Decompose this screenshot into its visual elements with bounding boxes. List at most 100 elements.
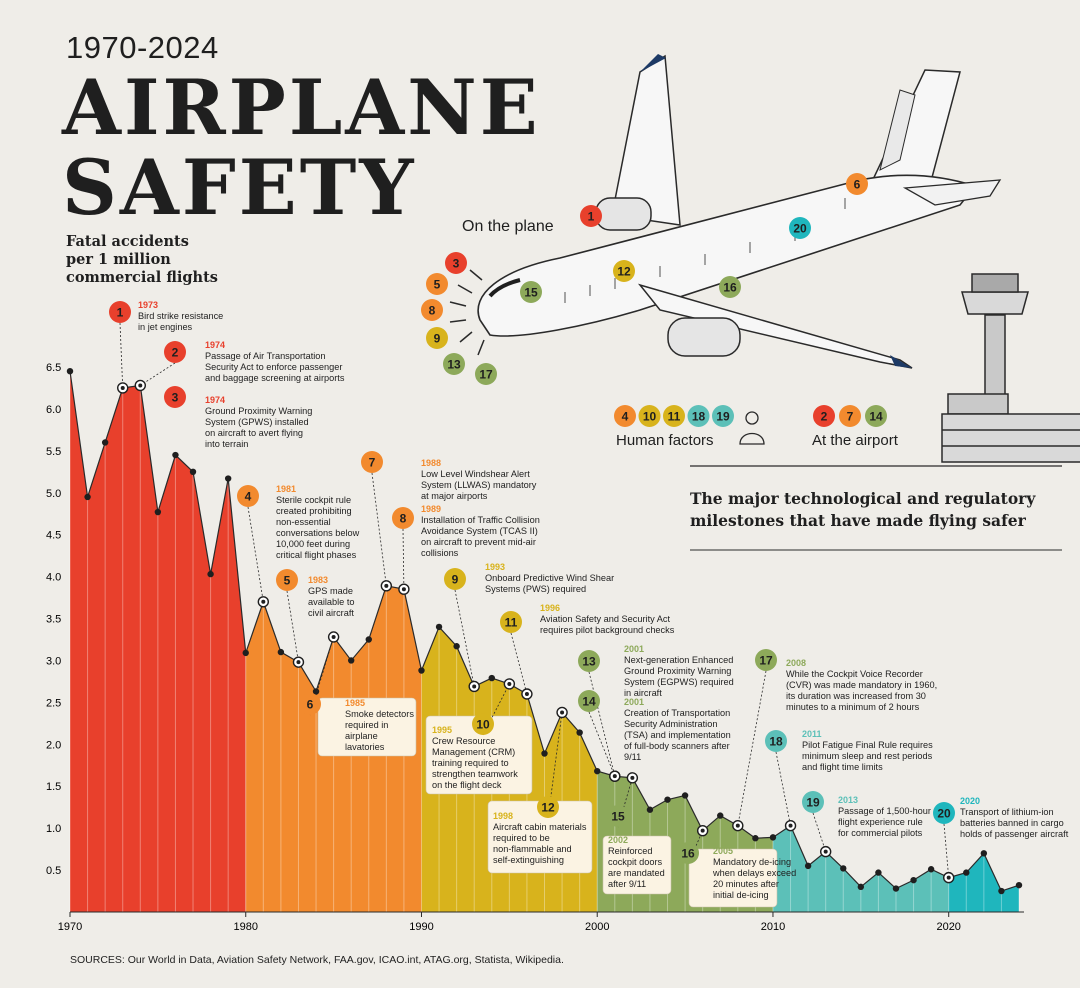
legend-badge-number: 19 (716, 410, 730, 424)
milestone-text-line: Ground Proximity Warning (205, 406, 312, 416)
milestone-point-dot (788, 823, 793, 828)
milestone-text-line: System (GPWS) installed (205, 417, 309, 427)
legend-human-factors-badge (614, 405, 636, 427)
plane-marker-17 (475, 363, 497, 385)
area-band-1970 (70, 371, 246, 912)
x-tick-label: 1980 (233, 921, 257, 933)
milestone-text-line: Crew Resource (432, 736, 495, 746)
airplane-cockpit-window (488, 278, 521, 298)
milestone-text-line: Sterile cockpit rule (276, 495, 351, 505)
milestone-text-line: Installation of Traffic Collision (421, 515, 540, 525)
plane-marker-number: 1 (588, 210, 595, 224)
milestone-badge (361, 451, 383, 473)
y-tick-label: 3.5 (46, 614, 61, 626)
plane-marker-9 (426, 327, 448, 349)
milestone-badge (164, 341, 186, 363)
y-tick-label: 2.0 (46, 739, 61, 751)
milestone-point-dot (823, 849, 828, 854)
airplane-near-wingtip (890, 355, 912, 368)
milestone-text-line: batteries banned in cargo (960, 818, 1064, 828)
milestone-text-line: flight experience rule (838, 817, 923, 827)
milestone-text-line: Bird strike resistance (138, 311, 223, 321)
milestone-text-line: Passage of 1,500-hour (838, 806, 931, 816)
milestone-text-line: GPS made (308, 586, 353, 596)
legend-badge-number: 10 (643, 410, 657, 424)
milestone-point-dot (138, 383, 143, 388)
data-point (646, 806, 654, 813)
milestone-badge (164, 386, 186, 408)
data-point (242, 649, 249, 657)
data-point (998, 887, 1005, 895)
milestone-year: 1993 (485, 562, 505, 572)
milestone-text-line: on the flight deck (432, 780, 502, 790)
milestone-number: 9 (452, 573, 459, 587)
data-point (1015, 881, 1023, 889)
milestone-text-line: Aircraft cabin materials (493, 822, 587, 832)
x-tick-label: 2020 (936, 921, 960, 933)
milestone-number: 2 (172, 346, 179, 360)
plane-marker-number: 16 (723, 281, 737, 295)
milestone-text-line: self-extinguishing (493, 855, 564, 865)
milestone-year: 2013 (838, 795, 858, 805)
title-line-2: SAFETY (62, 143, 417, 232)
y-tick-label: 0.5 (46, 865, 61, 877)
milestone-text-line: of full-body scanners after (624, 741, 730, 751)
milestone-point-dot (560, 710, 565, 715)
legend-badge-number: 2 (821, 410, 828, 424)
plane-marker-number: 9 (434, 332, 441, 346)
milestone-badge (537, 796, 559, 818)
milestone-point-dot (612, 774, 617, 779)
plane-marker-number: 6 (854, 178, 861, 192)
legend-badge-number: 4 (622, 410, 629, 424)
data-point (189, 468, 197, 476)
milestone-text-line: created prohibiting (276, 506, 352, 516)
y-tick-label: 6.5 (46, 362, 61, 374)
milestone-badge (500, 611, 522, 633)
milestone-text-line: Onboard Predictive Wind Shear (485, 573, 614, 583)
milestone-text-line: non-essential (276, 517, 331, 527)
plane-marker-number: 15 (524, 286, 538, 300)
tagline-line-2: milestones that have made flying safer (690, 511, 1026, 530)
milestone-point-dot (120, 385, 125, 390)
milestone-number: 6 (307, 698, 314, 712)
x-tick-label: 1970 (58, 921, 82, 933)
milestone-text-line: Next-generation Enhanced (624, 655, 733, 665)
airplane-far-wing (611, 54, 681, 226)
milestone-text-line: Security Administration (624, 719, 717, 729)
milestone-number: 17 (759, 654, 773, 668)
milestone-number: 10 (476, 718, 490, 732)
milestone-text-line: Passage of Air Transportation (205, 351, 326, 361)
plane-marker-5 (426, 273, 448, 295)
milestone-badge (578, 690, 600, 712)
milestone-text-line: While the Cockpit Voice Recorder (786, 669, 923, 679)
pilot-icon-body (739, 432, 765, 445)
milestone-text-line: 10,000 feet during (276, 539, 350, 549)
data-point (752, 835, 759, 842)
legend-airport-label: At the airport (812, 432, 899, 449)
airplane-illustration (449, 54, 1002, 369)
y-tick-label: 1.5 (46, 781, 61, 793)
data-point (101, 439, 109, 446)
milestone-year: 2011 (802, 729, 822, 739)
milestone-text-line: minimum sleep and rest periods (802, 751, 933, 761)
tower-cab (961, 291, 1029, 315)
milestone-number: 20 (937, 807, 951, 821)
milestone-leader (737, 670, 767, 826)
legend-badge-number: 18 (692, 410, 706, 424)
milestone-leader (371, 472, 387, 586)
plane-marker-20 (789, 217, 811, 239)
tagline-line-1: The major technological and regulatory (690, 489, 1036, 508)
milestone-number: 3 (172, 391, 179, 405)
milestone-leader (454, 589, 475, 687)
milestone-text-line: training required to (432, 758, 509, 768)
